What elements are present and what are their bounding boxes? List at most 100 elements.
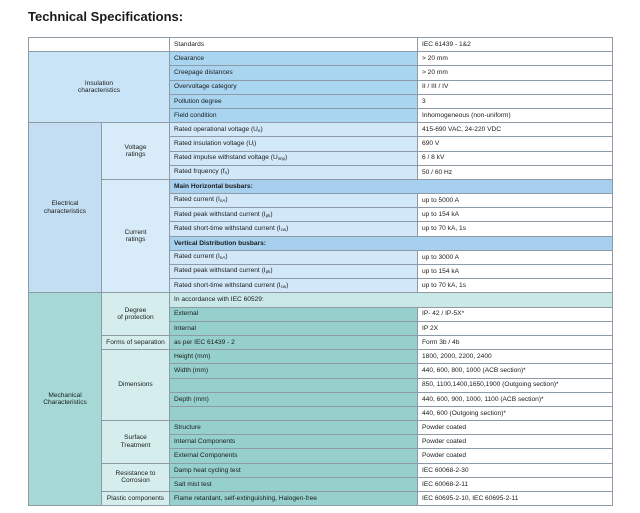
text: Corrosion: [121, 477, 150, 485]
text: 440, 600, 900, 1000, 1100 (ACB section)*: [422, 395, 544, 403]
value-cell: 3: [417, 93, 613, 109]
heading-cell: Vertical Distribution busbars:: [169, 235, 613, 251]
value-cell: 50 / 60 Hz: [417, 164, 613, 180]
param-cell: Clearance: [169, 51, 418, 67]
text: Rated impulse withstand voltage (U: [174, 153, 278, 161]
text: Resistance to: [115, 469, 156, 477]
text: IEC 60068-2-30: [422, 466, 469, 474]
text: Height (mm): [174, 353, 211, 361]
text: Rated operational voltage (U: [174, 125, 258, 133]
table-row: Salt mist test IEC 60068-2-11: [29, 476, 613, 493]
group-label: Surface Treatment: [101, 420, 170, 464]
text: Rated insulation voltage (U: [174, 139, 254, 147]
table-row: Pollution degree 3: [29, 93, 613, 109]
param-cell: as per IEC 61439 - 2: [169, 334, 418, 351]
text: up to 3000 A: [422, 253, 460, 261]
text: Forms of separation: [106, 338, 165, 346]
value-cell: up to 3000 A: [417, 249, 613, 266]
text: e: [257, 127, 261, 133]
text: 3: [422, 97, 426, 105]
text: Rated short-time withstand current (I: [174, 281, 281, 289]
value-cell: 6 / 8 kV: [417, 150, 613, 166]
table-row: Internal IP 2X: [29, 320, 613, 336]
value-cell: up to 70 kA, 1s: [417, 278, 613, 294]
text: Damp heat cycling test: [174, 466, 241, 474]
param-cell: Depth (mm): [169, 391, 418, 407]
text: Voltage: [124, 143, 147, 151]
table-row: Depth (mm) 440, 600, 900, 1000, 1100 (ACB…: [29, 391, 613, 407]
text: nA: [219, 255, 226, 261]
text: 1800, 2000, 2200, 2400: [422, 353, 492, 361]
param-cell: Rated operational voltage (Ue): [169, 122, 418, 138]
value-cell: Powder coated: [417, 434, 613, 450]
param-cell: Rated current (InA): [169, 193, 418, 209]
text: Rated peak withstand current (I: [174, 267, 266, 275]
param-cell: External: [169, 306, 418, 322]
group-label: Forms of separation: [101, 334, 170, 351]
text: Rated current (I: [174, 253, 220, 261]
text: characteristics: [77, 87, 121, 95]
text: ): [225, 253, 228, 261]
table-row: Rated current (InA) up to 5000 A: [29, 193, 613, 209]
text: cw: [280, 226, 287, 232]
text: ): [286, 281, 289, 289]
page-title: Technical Specifications:: [28, 9, 184, 24]
value-cell: 440, 600 (Outgoing section)*: [417, 405, 613, 422]
table-row: Forms of separation as per IEC 61439 - 2 F…: [29, 334, 613, 351]
value-cell: up to 154 kA: [417, 207, 613, 223]
text: ): [286, 224, 289, 232]
text: Inhomogeneous (non-uniform): [422, 111, 511, 119]
text: > 20 mm: [422, 55, 448, 63]
table-row: Vertical Distribution busbars:: [29, 235, 613, 251]
text: Plastic components: [106, 494, 165, 502]
value-cell: IEC 60068-2-30: [417, 462, 613, 478]
table-row: Insulation characteristics Clearance > 20 m…: [28, 51, 613, 124]
text: up to 154 kA: [422, 267, 460, 275]
spec-table: Standards IEC 61439 - 1&2 Insulation charac…: [28, 36, 613, 507]
value-cell: up to 70 kA, 1s: [417, 221, 613, 237]
table-row: Rated short-time withstand current (Icw)…: [29, 278, 613, 294]
value-cell: 440, 600, 900, 1000, 1100 (ACB section)*: [417, 391, 613, 407]
text: nA: [219, 198, 226, 204]
text: 440, 600 (Outgoing section)*: [422, 409, 506, 417]
text: IEC 60695-2-10, IEC 60695-2-11: [422, 494, 519, 502]
text: Rated short-time withstand current (I: [174, 224, 281, 232]
value-cell: 440, 600, 800, 1000 (ACB section)*: [417, 363, 613, 379]
text: ): [270, 210, 273, 218]
param-cell: Width (mm): [169, 363, 418, 379]
heading-cell: In accordance with IEC 60529:: [169, 292, 613, 308]
text: of protection: [117, 314, 154, 322]
text: Field condition: [174, 111, 217, 119]
value-cell: 415-690 VAC, 24-220 VDC: [417, 122, 613, 138]
text: as per IEC 61439 - 2: [174, 338, 235, 346]
param-cell: Flame retardant, self-extinguishing, Hal…: [169, 490, 418, 507]
param-cell: Rated peak withstand current (Ipk): [169, 263, 418, 280]
param-cell: Internal: [169, 320, 418, 336]
text: up to 5000 A: [422, 196, 460, 204]
param-cell: Rated frquency (fn): [169, 164, 418, 180]
table-row: Current ratings Main Horizontal busbars:: [29, 178, 613, 294]
text: ratings: [125, 151, 146, 158]
table-row: Rated frquency (fn) 50 / 60 Hz: [29, 164, 613, 180]
param-cell: Rated current (InA): [169, 249, 418, 266]
text: Degree: [124, 306, 147, 314]
param-cell: Height (mm): [169, 349, 418, 365]
param-cell: Rated short-time withstand current (Icw): [169, 221, 418, 237]
text: Current: [124, 228, 147, 236]
param-cell: Damp heat cycling test: [169, 462, 418, 478]
text: Salt mist test: [174, 480, 212, 488]
text: Main Horizontal busbars:: [174, 182, 253, 190]
text: up to 70 kA, 1s: [422, 225, 466, 233]
text: Depth (mm): [174, 395, 209, 403]
text: IEC 61439 - 1&2: [422, 40, 471, 48]
text: External: [174, 310, 199, 318]
param-cell: Pollution degree: [169, 93, 418, 109]
text: Electrical: [51, 200, 79, 208]
text: ): [270, 267, 273, 275]
text: pk: [265, 269, 271, 275]
text: ): [225, 196, 228, 204]
value-cell: Powder coated: [417, 448, 613, 464]
group-label: Degree of protection: [101, 292, 170, 336]
group-label: Voltage ratings: [101, 122, 170, 180]
text: Rated peak withstand current (I: [174, 210, 266, 218]
